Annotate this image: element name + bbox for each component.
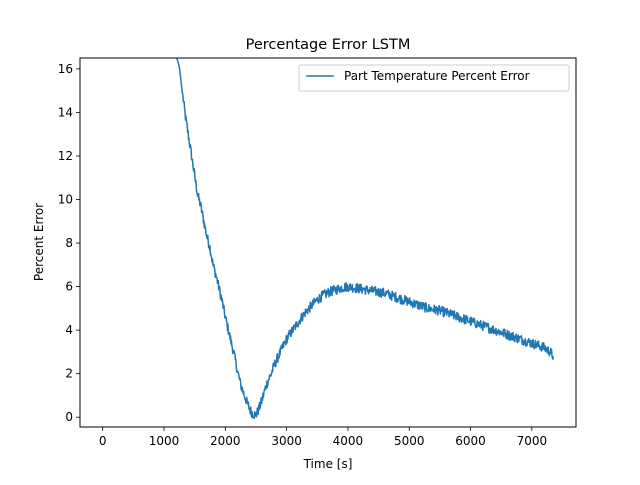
legend: Part Temperature Percent Error <box>298 64 570 92</box>
y-tick-label: 16 <box>58 62 73 76</box>
y-tick-label: 6 <box>65 280 73 294</box>
x-tick-label: 7000 <box>517 434 548 448</box>
x-tick-label: 0 <box>99 434 107 448</box>
y-tick-label: 12 <box>58 149 73 163</box>
y-tick-label: 14 <box>58 105 73 119</box>
x-tick-label: 3000 <box>271 434 302 448</box>
y-tick-label: 10 <box>58 193 73 207</box>
x-axis-ticks: 0 1000 2000 3000 4000 5000 6000 7000 <box>99 427 547 448</box>
legend-box <box>298 64 570 92</box>
y-tick-label: 4 <box>65 323 73 337</box>
x-tick-label: 6000 <box>455 434 486 448</box>
y-tick-label: 2 <box>65 367 73 381</box>
series-line-part-temperature <box>176 58 555 419</box>
series-layer <box>176 58 555 419</box>
plot-frame <box>79 57 577 428</box>
y-tick-label: 0 <box>65 410 73 424</box>
y-axis-ticks: 0 2 4 6 8 10 12 14 16 <box>58 62 80 424</box>
chart-title: Percentage Error LSTM <box>246 37 411 53</box>
x-tick-label: 1000 <box>149 434 180 448</box>
x-tick-label: 5000 <box>394 434 425 448</box>
x-tick-label: 4000 <box>333 434 364 448</box>
y-tick-label: 8 <box>65 236 73 250</box>
y-axis-label: Percent Error <box>32 203 46 281</box>
x-axis-label: Time [s] <box>303 457 353 471</box>
legend-label: Part Temperature Percent Error <box>344 69 530 83</box>
x-tick-label: 2000 <box>210 434 241 448</box>
